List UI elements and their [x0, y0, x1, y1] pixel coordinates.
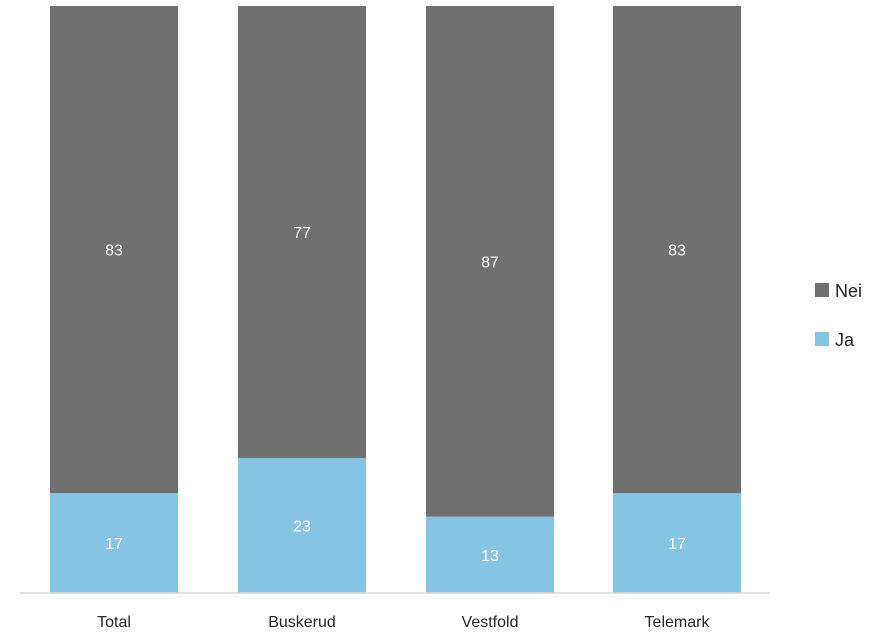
data-label-nei-total: 83 [105, 243, 123, 260]
x-tick-label-buskerud: Buskerud [268, 614, 336, 631]
x-tick-label-vestfold: Vestfold [462, 614, 519, 631]
legend-label-ja: Ja [835, 330, 855, 350]
bar-nei-buskerud [238, 6, 366, 458]
data-label-ja-telemark: 17 [668, 536, 686, 553]
x-tick-label-telemark: Telemark [645, 614, 711, 631]
data-label-nei-buskerud: 77 [293, 225, 311, 242]
data-label-nei-vestfold: 87 [481, 254, 499, 271]
bar-ja-telemark [613, 493, 741, 593]
legend: Nei Ja [815, 281, 862, 350]
legend-swatch-ja [815, 332, 829, 346]
bar-ja-buskerud [238, 457, 366, 593]
bar-ja-vestfold [426, 516, 554, 593]
x-tick-label-total: Total [97, 614, 131, 631]
bar-nei-vestfold [426, 6, 554, 517]
data-label-ja-vestfold: 13 [481, 548, 499, 565]
bar-ja-total [50, 493, 178, 593]
legend-swatch-nei [815, 283, 829, 297]
bar-nei-total [50, 6, 178, 494]
data-label-ja-total: 17 [105, 536, 123, 553]
data-labels-group: 17 83 23 77 13 87 17 83 [105, 225, 686, 565]
bars-group [50, 6, 741, 593]
x-tick-labels: Total Buskerud Vestfold Telemark [97, 614, 710, 631]
data-label-ja-buskerud: 23 [293, 518, 311, 535]
bar-nei-telemark [613, 6, 741, 494]
data-label-nei-telemark: 83 [668, 243, 686, 260]
legend-label-nei: Nei [835, 281, 862, 301]
